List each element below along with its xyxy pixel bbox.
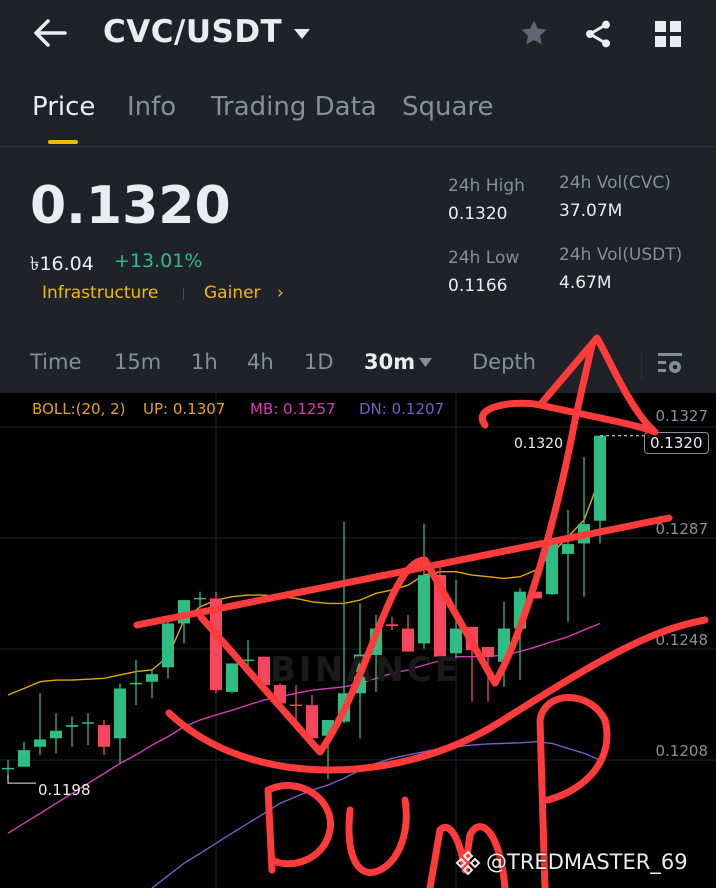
fiat-price: ৳16.04 xyxy=(30,253,94,275)
chevron-right-icon[interactable]: › xyxy=(277,283,284,303)
candle-body xyxy=(562,544,574,554)
active-tab-indicator xyxy=(48,140,78,144)
candle-body xyxy=(530,591,542,599)
change-percent: +13.01% xyxy=(114,250,203,272)
handwritten-dump-text xyxy=(264,694,611,888)
timeframe-time[interactable]: Time xyxy=(30,350,82,374)
boll-label: BOLL:(20, 2) xyxy=(32,400,126,418)
tab-trading-data[interactable]: Trading Data xyxy=(211,92,377,122)
timeframe-30m[interactable]: 30m xyxy=(364,350,416,374)
credit-watermark: @TREDMASTER_69 xyxy=(486,850,688,874)
candle-body xyxy=(546,543,558,595)
boll-up-value: UP: 0.1307 xyxy=(143,400,226,418)
candle-body xyxy=(194,597,206,600)
timeframe-15m[interactable]: 15m xyxy=(114,350,162,374)
divider xyxy=(641,350,642,380)
support-curve-drawing xyxy=(165,616,709,774)
candle-body xyxy=(386,624,398,626)
candle-body xyxy=(66,725,78,727)
tag-divider xyxy=(183,288,184,300)
candle-body xyxy=(482,646,494,657)
price-path-drawing xyxy=(197,341,596,756)
stat-value-24h-high: 0.1320 xyxy=(448,204,508,224)
candle-body xyxy=(82,722,94,724)
last-price-tag: 0.1320 xyxy=(644,432,709,454)
stat-value-24h-vol-usdt: 4.67M xyxy=(559,273,612,293)
candle-body xyxy=(130,682,142,685)
grid-icon[interactable] xyxy=(654,20,682,48)
candle-body xyxy=(306,705,318,739)
y-tick-label: 0.1327 xyxy=(655,407,709,425)
timeframe-caret-icon[interactable] xyxy=(419,358,432,367)
stat-label-24h-high: 24h High xyxy=(448,176,525,196)
up-arrow-icon xyxy=(478,334,659,436)
high-marker-label: 0.1320 xyxy=(514,436,563,452)
candle-body xyxy=(242,659,254,661)
timeframe-depth[interactable]: Depth xyxy=(472,350,536,374)
candle-body xyxy=(162,623,174,668)
low-marker-line xyxy=(7,775,36,784)
candle-body xyxy=(50,730,62,739)
tab-info[interactable]: Info xyxy=(127,92,177,122)
candle-body xyxy=(2,767,14,770)
candle-body xyxy=(594,435,606,521)
candle-body xyxy=(18,750,30,767)
stat-value-24h-low: 0.1166 xyxy=(448,276,508,296)
y-tick-label: 0.1248 xyxy=(655,631,709,649)
divider xyxy=(0,146,716,147)
candle-body xyxy=(34,739,46,747)
stat-label-24h-low: 24h Low xyxy=(448,248,520,268)
boll-upper-line xyxy=(7,477,601,696)
candle-body xyxy=(114,688,126,739)
tab-square[interactable]: Square xyxy=(402,92,494,122)
back-arrow-icon xyxy=(34,19,67,47)
candle-body xyxy=(210,598,222,691)
last-price: 0.1320 xyxy=(30,176,231,236)
candle-body xyxy=(258,656,270,686)
tag-gainer[interactable]: Gainer xyxy=(204,283,261,303)
candle-body xyxy=(290,704,302,707)
stat-value-24h-vol-cvc: 37.07M xyxy=(559,201,623,221)
chart-settings-icon[interactable] xyxy=(657,352,683,376)
stat-label-24h-vol-cvc: 24h Vol(CVC) xyxy=(559,173,671,193)
star-icon[interactable] xyxy=(518,18,550,48)
timeframe-1d[interactable]: 1D xyxy=(304,350,334,374)
timeframe-1h[interactable]: 1h xyxy=(191,350,218,374)
boll-dn-value: DN: 0.1207 xyxy=(359,400,445,418)
back-button[interactable] xyxy=(32,18,68,48)
candle-body xyxy=(402,628,414,652)
low-marker-label: 0.1198 xyxy=(38,781,91,799)
candle-body xyxy=(146,674,158,682)
candle-body xyxy=(226,663,238,692)
y-tick-label: 0.1208 xyxy=(655,742,709,760)
y-tick-label: 0.1287 xyxy=(655,520,709,538)
candle-body xyxy=(98,725,110,747)
binance-logo-icon xyxy=(455,850,481,876)
candle-body xyxy=(450,628,462,654)
tag-infrastructure[interactable]: Infrastructure xyxy=(42,283,159,303)
candle-body xyxy=(418,575,430,644)
pair-title[interactable]: CVC/USDT xyxy=(103,14,283,50)
timeframe-4h[interactable]: 4h xyxy=(247,350,274,374)
tab-price[interactable]: Price xyxy=(32,92,96,122)
stat-label-24h-vol-usdt: 24h Vol(USDT) xyxy=(559,245,683,265)
share-icon[interactable] xyxy=(582,18,614,50)
dropdown-caret-icon[interactable] xyxy=(293,28,311,40)
boll-mb-value: MB: 0.1257 xyxy=(250,400,336,418)
